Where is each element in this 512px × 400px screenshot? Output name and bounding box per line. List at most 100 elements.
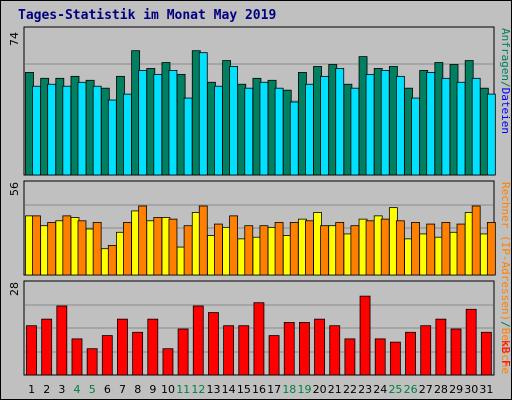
hosts-bar-b-day-25 [395, 220, 405, 276]
x-tick-label-day-21: 21 [328, 383, 342, 396]
traffic-bar-a-day-15 [238, 325, 250, 376]
x-tick-label-day-2: 2 [43, 383, 50, 396]
hosts-bar-b-day-14 [229, 215, 239, 276]
hosts-bar-b-day-27 [426, 223, 436, 276]
x-tick-label-day-16: 16 [252, 383, 266, 396]
x-tick-label-day-19: 19 [297, 383, 311, 396]
requests-bar-b-day-13 [214, 85, 223, 176]
hosts-bar-b-day-7 [123, 222, 132, 276]
traffic-bar-a-day-14 [223, 325, 235, 376]
x-tick-label-day-1: 1 [28, 383, 35, 396]
traffic-bar-a-day-18 [283, 322, 295, 376]
traffic-bar-a-day-5 [86, 348, 98, 376]
hosts-bar-b-day-1 [32, 215, 41, 276]
x-tick-label-day-14: 14 [222, 383, 236, 396]
x-tick-label-day-20: 20 [313, 383, 327, 396]
requests-bar-b-day-19 [304, 83, 314, 176]
hosts-bar-b-day-26 [411, 222, 420, 276]
x-tick-label-day-27: 27 [419, 383, 433, 396]
hosts-legend: Rechner (IP-Adressen)/Besuche [499, 182, 512, 374]
x-tick-label-day-25: 25 [388, 383, 402, 396]
hosts-legend-text: Rechner (IP-Adressen)/Besuche [499, 182, 512, 374]
requests-bar-b-day-2 [47, 83, 57, 176]
traffic-bar-a-day-7 [117, 318, 128, 376]
hosts-bar-b-day-11 [183, 225, 193, 276]
x-tick-label-day-22: 22 [343, 383, 357, 396]
hosts-y-max-label: 56 [8, 182, 21, 196]
x-tick-label-day-11: 11 [176, 383, 190, 396]
legend-rechner: Rechner (IP-Adressen) [499, 182, 512, 321]
requests-bar-b-day-11 [183, 97, 193, 176]
requests-bar-b-day-6 [107, 99, 117, 176]
legend-kb-f: kB F [499, 340, 512, 367]
hosts-bar-b-day-19 [304, 220, 314, 276]
x-tick-label-day-23: 23 [358, 383, 372, 396]
requests-y-max-label: 74 [8, 32, 21, 46]
hosts-bar-b-day-4 [77, 220, 87, 276]
x-tick-label-day-9: 9 [149, 383, 156, 396]
requests-bar-b-day-14 [229, 66, 239, 176]
requests-bar-b-day-17 [274, 87, 284, 176]
requests-bar-b-day-30 [471, 77, 481, 176]
hosts-bar-b-day-31 [486, 222, 496, 276]
traffic-bar-a-day-4 [71, 338, 83, 376]
traffic-bar-a-day-11 [177, 328, 189, 376]
legend-besuche: Besuche [499, 328, 512, 374]
traffic-bar-a-day-12 [192, 305, 204, 376]
legend-dateien: Dateien [499, 88, 512, 134]
traffic-bar-a-day-9 [147, 318, 159, 376]
hosts-bar-b-day-24 [380, 218, 390, 276]
requests-bar-b-day-3 [62, 85, 72, 176]
legend-separator: / [499, 81, 512, 88]
traffic-bar-a-day-26 [405, 331, 416, 376]
requests-bar-b-day-25 [395, 75, 405, 176]
x-tick-label-day-31: 31 [479, 383, 493, 396]
x-tick-label-day-6: 6 [104, 383, 111, 396]
x-tick-label-day-28: 28 [434, 383, 448, 396]
traffic-bar-a-day-23 [359, 295, 371, 376]
x-tick-label-day-4: 4 [74, 383, 81, 396]
traffic-bar-a-day-2 [41, 318, 53, 376]
x-tick-label-day-30: 30 [464, 383, 478, 396]
requests-legend: Anfragen/Dateien [499, 28, 512, 134]
x-tick-label-day-26: 26 [404, 383, 418, 396]
legend-anfragen: Anfragen [499, 28, 512, 81]
x-tick-label-day-12: 12 [191, 383, 205, 396]
traffic-bar-a-day-22 [344, 338, 356, 376]
requests-bar-b-day-12 [198, 52, 208, 176]
hosts-bar-b-day-28 [441, 222, 451, 276]
x-tick-label-day-18: 18 [282, 383, 296, 396]
requests-bar-b-day-15 [244, 87, 254, 176]
hosts-bar-b-day-10 [168, 218, 178, 276]
requests-bar-b-day-5 [92, 85, 102, 176]
requests-bar-b-day-23 [365, 73, 375, 176]
x-tick-label-day-10: 10 [161, 383, 175, 396]
requests-bar-b-day-16 [259, 81, 269, 176]
requests-bar-b-day-4 [77, 81, 87, 176]
traffic-y-max-label: 28 [8, 282, 21, 296]
hosts-bar-b-day-15 [244, 225, 254, 276]
requests-bar-b-day-28 [441, 77, 451, 176]
hosts-bar-b-day-8 [138, 205, 148, 276]
x-tick-label-day-24: 24 [373, 383, 387, 396]
hosts-bar-b-day-30 [471, 205, 481, 276]
traffic-bar-a-day-27 [420, 325, 432, 376]
hosts-bar-b-day-21 [335, 222, 345, 276]
x-tick-label-day-8: 8 [134, 383, 141, 396]
traffic-bar-a-day-13 [208, 312, 219, 376]
chart-title: Tages-Statistik im Monat May 2019 [18, 8, 276, 23]
legend-separator: / [499, 321, 512, 328]
requests-bar-b-day-21 [335, 68, 345, 176]
requests-bar-b-day-9 [153, 73, 163, 176]
x-tick-label-day-3: 3 [58, 383, 65, 396]
traffic-bar-a-day-21 [329, 325, 341, 376]
x-tick-label-day-13: 13 [207, 383, 221, 396]
requests-legend-text: Anfragen/Dateien [499, 28, 512, 134]
traffic-bar-a-day-1 [26, 325, 37, 376]
hosts-bar-b-day-22 [350, 225, 360, 276]
hosts-bar-b-day-20 [320, 225, 329, 276]
hosts-bar-b-day-13 [214, 223, 223, 276]
requests-bar-b-day-29 [456, 81, 466, 176]
hosts-bar-b-day-9 [153, 217, 163, 276]
